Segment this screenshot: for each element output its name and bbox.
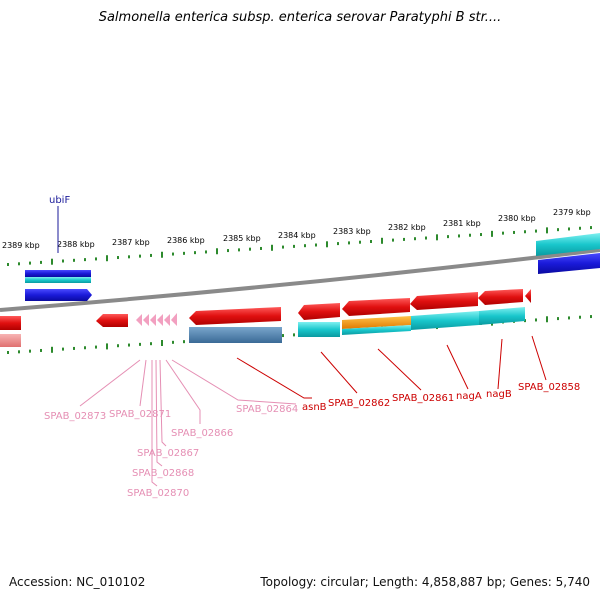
- accession-text: Accession: NC_010102: [9, 575, 146, 589]
- asnB-feature-bar: [189, 327, 282, 343]
- spab-02861-leader: [377, 348, 422, 391]
- spab-02858-label: SPAB_02858: [518, 382, 580, 393]
- tick-label: 2382 kbp: [388, 223, 426, 232]
- spab-02861-rna-bar: [342, 325, 411, 335]
- asnB-label: asnB: [302, 402, 327, 413]
- tick-label: 2385 kbp: [223, 234, 261, 243]
- genome-backbone: [0, 248, 600, 312]
- ubiF-gene-arrow: [25, 289, 92, 301]
- spab-02862-features[interactable]: [298, 303, 340, 337]
- spab-02868-label: SPAB_02868: [132, 468, 194, 479]
- forward-gene-arrow: [538, 253, 600, 274]
- forward-rna-bar: [536, 233, 600, 256]
- nagA-leader: [446, 344, 469, 390]
- spab-02861-label: SPAB_02861: [392, 393, 454, 404]
- gene-labels: ubiF SPAB_02873 SPAB_02871 SPAB_02866 SP…: [44, 195, 580, 499]
- genome-stats-text: Topology: circular; Length: 4,858,887 bp…: [260, 575, 590, 589]
- nagB-rna-bar: [479, 307, 525, 325]
- tick-label: 2386 kbp: [167, 236, 205, 245]
- nagA-label: nagA: [456, 391, 482, 402]
- tick-label: 2388 kbp: [57, 240, 95, 249]
- spab-02864-label: SPAB_02864: [236, 404, 298, 415]
- spab-02858-gene-arrow[interactable]: [525, 289, 531, 303]
- reverse-gene-arrow[interactable]: [96, 314, 128, 327]
- spab-02858-leader: [531, 335, 547, 381]
- spab-02873-label: SPAB_02873: [44, 411, 106, 422]
- ubiF-label: ubiF: [49, 195, 70, 206]
- pseudo-gene-bar: [0, 334, 21, 347]
- ubiF-features[interactable]: [25, 270, 92, 301]
- ubiF-rna-bar: [25, 277, 91, 283]
- nagB-gene-arrow: [478, 289, 523, 305]
- spab-02862-label: SPAB_02862: [328, 398, 390, 409]
- spab-02861-features[interactable]: [342, 298, 411, 335]
- spab-02861-gene-arrow: [342, 298, 410, 316]
- tick-label: 2384 kbp: [278, 231, 316, 240]
- spab-02866-label: SPAB_02866: [171, 428, 233, 439]
- asnB-features[interactable]: [189, 307, 282, 343]
- asnB-gene-arrow: [189, 307, 281, 325]
- right-forward-features[interactable]: [536, 233, 600, 274]
- nagB-label: nagB: [486, 389, 512, 400]
- spab-02866-leader: [165, 359, 201, 424]
- upper-tick-row: [7, 226, 592, 266]
- nagA-rna-bar: [411, 311, 479, 330]
- tick-label: 2380 kbp: [498, 214, 536, 223]
- spab-02870-leader: [151, 360, 158, 487]
- spab-02870-label: SPAB_02870: [127, 488, 189, 499]
- spab-02873-leader: [79, 359, 141, 407]
- spab-02871-label: SPAB_02871: [109, 409, 171, 420]
- spab-02861-orange-bar: [342, 316, 411, 329]
- spab-02868-leader: [155, 359, 163, 467]
- kbp-labels: 2389 kbp 2388 kbp 2387 kbp 2386 kbp 2385…: [2, 208, 591, 250]
- pseudo-gene-cluster[interactable]: [136, 313, 177, 326]
- left-edge-features[interactable]: [0, 316, 21, 347]
- spab-02871-leader: [139, 359, 147, 407]
- tick-label: 2389 kbp: [2, 241, 40, 250]
- nagB-leader: [497, 338, 503, 390]
- tick-label: 2383 kbp: [333, 227, 371, 236]
- leader-lines: [57, 206, 547, 487]
- ubiF-feature-bar: [25, 270, 91, 277]
- spab-02867-leader: [159, 359, 167, 447]
- spab-02862-rna-bar: [298, 322, 340, 337]
- spab-02862-gene-arrow: [298, 303, 340, 320]
- spab-02864-leader: [171, 359, 297, 405]
- map-title: Salmonella enterica subsp. enterica sero…: [98, 10, 502, 25]
- tick-label: 2379 kbp: [553, 208, 591, 217]
- spab-02867-label: SPAB_02867: [137, 448, 199, 459]
- tick-label: 2381 kbp: [443, 219, 481, 228]
- reverse-gene-bar: [0, 316, 21, 330]
- nagA-features[interactable]: [410, 292, 479, 330]
- nagB-features[interactable]: [478, 289, 525, 325]
- spab-02862-leader: [320, 351, 358, 394]
- nagA-gene-arrow: [410, 292, 478, 310]
- asnB-leader: [236, 357, 312, 399]
- tick-label: 2387 kbp: [112, 238, 150, 247]
